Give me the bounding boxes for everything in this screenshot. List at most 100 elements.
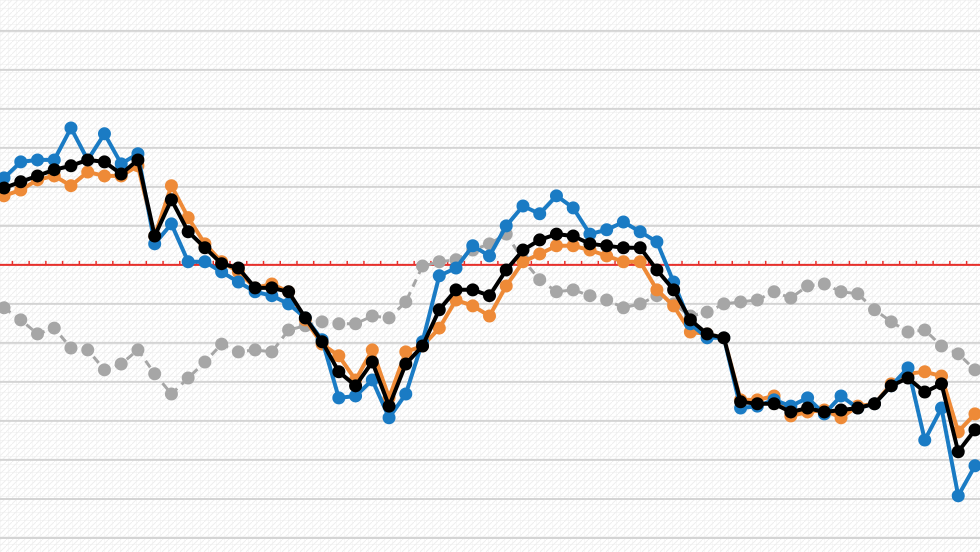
series-point: [868, 303, 882, 317]
series-point: [332, 349, 346, 363]
series-point: [951, 489, 965, 503]
series-point: [516, 243, 530, 257]
series-point: [282, 297, 296, 311]
series-point: [951, 347, 965, 361]
series-point: [315, 335, 329, 349]
series-point: [600, 223, 614, 237]
series-point: [616, 255, 630, 269]
series-point: [432, 269, 446, 283]
series-point: [198, 255, 212, 269]
series-point: [164, 179, 178, 193]
series-point: [516, 199, 530, 213]
series-point: [81, 343, 95, 357]
series-point: [64, 341, 78, 355]
series-point: [164, 387, 178, 401]
series-point: [47, 163, 61, 177]
series-point: [231, 261, 245, 275]
series-point: [934, 377, 948, 391]
series-point: [968, 407, 980, 421]
series-point: [801, 391, 815, 405]
series-point: [382, 399, 396, 413]
series-point: [901, 371, 915, 385]
series-point: [499, 263, 513, 277]
series-point: [47, 321, 61, 335]
series-point: [566, 201, 580, 215]
series-point: [131, 343, 145, 357]
series-point: [131, 153, 145, 167]
series-point: [868, 397, 882, 411]
series-point: [633, 241, 647, 255]
series-point: [784, 405, 798, 419]
series-point: [918, 323, 932, 337]
series-point: [97, 155, 111, 169]
series-point: [834, 389, 848, 403]
series-point: [750, 397, 764, 411]
series-point: [64, 121, 78, 135]
series-point: [851, 287, 865, 301]
series-point: [466, 283, 480, 297]
series-point: [516, 255, 530, 269]
series-point: [549, 227, 563, 241]
series-point: [549, 285, 563, 299]
series-point: [834, 285, 848, 299]
series-point: [499, 279, 513, 293]
series-point: [332, 391, 346, 405]
series-point: [533, 273, 547, 287]
series-point: [30, 327, 44, 341]
series-point: [918, 365, 932, 379]
series-point: [667, 299, 681, 313]
series-point: [282, 285, 296, 299]
series-point: [181, 211, 195, 225]
series-point: [583, 227, 597, 241]
series-point: [81, 165, 95, 179]
series-point: [399, 387, 413, 401]
series-point: [616, 215, 630, 229]
series-point: [81, 153, 95, 167]
series-point: [332, 317, 346, 331]
series-point: [466, 299, 480, 313]
series-point: [382, 411, 396, 425]
series-point: [0, 181, 11, 195]
series-point: [382, 311, 396, 325]
series-point: [549, 239, 563, 253]
series-point: [968, 459, 980, 473]
series-point: [181, 255, 195, 269]
series-point: [700, 327, 714, 341]
series-point: [64, 179, 78, 193]
series-point: [918, 433, 932, 447]
series-point: [750, 293, 764, 307]
series-point: [533, 207, 547, 221]
series-point: [148, 367, 162, 381]
series-point: [934, 339, 948, 353]
series-point: [600, 239, 614, 253]
series-point: [566, 229, 580, 243]
series-point: [533, 247, 547, 261]
series-point: [14, 155, 28, 169]
series-point: [918, 385, 932, 399]
series-point: [834, 403, 848, 417]
series-point: [901, 361, 915, 375]
series-point: [566, 239, 580, 253]
series-point: [549, 189, 563, 203]
series-point: [97, 363, 111, 377]
series-point: [717, 297, 731, 311]
series-point: [198, 241, 212, 255]
series-point: [282, 323, 296, 337]
series-point: [650, 263, 664, 277]
series-point: [315, 315, 329, 329]
series-point: [633, 255, 647, 269]
series-point: [332, 365, 346, 379]
series-point: [951, 445, 965, 459]
series-point: [968, 423, 980, 437]
series-point: [600, 293, 614, 307]
series-point: [650, 235, 664, 249]
series-point: [30, 153, 44, 167]
series-point: [667, 283, 681, 297]
series-point: [164, 193, 178, 207]
series-point: [365, 373, 379, 387]
series-point: [14, 313, 28, 327]
series-point: [198, 355, 212, 369]
series-point: [64, 159, 78, 173]
series-point: [466, 239, 480, 253]
